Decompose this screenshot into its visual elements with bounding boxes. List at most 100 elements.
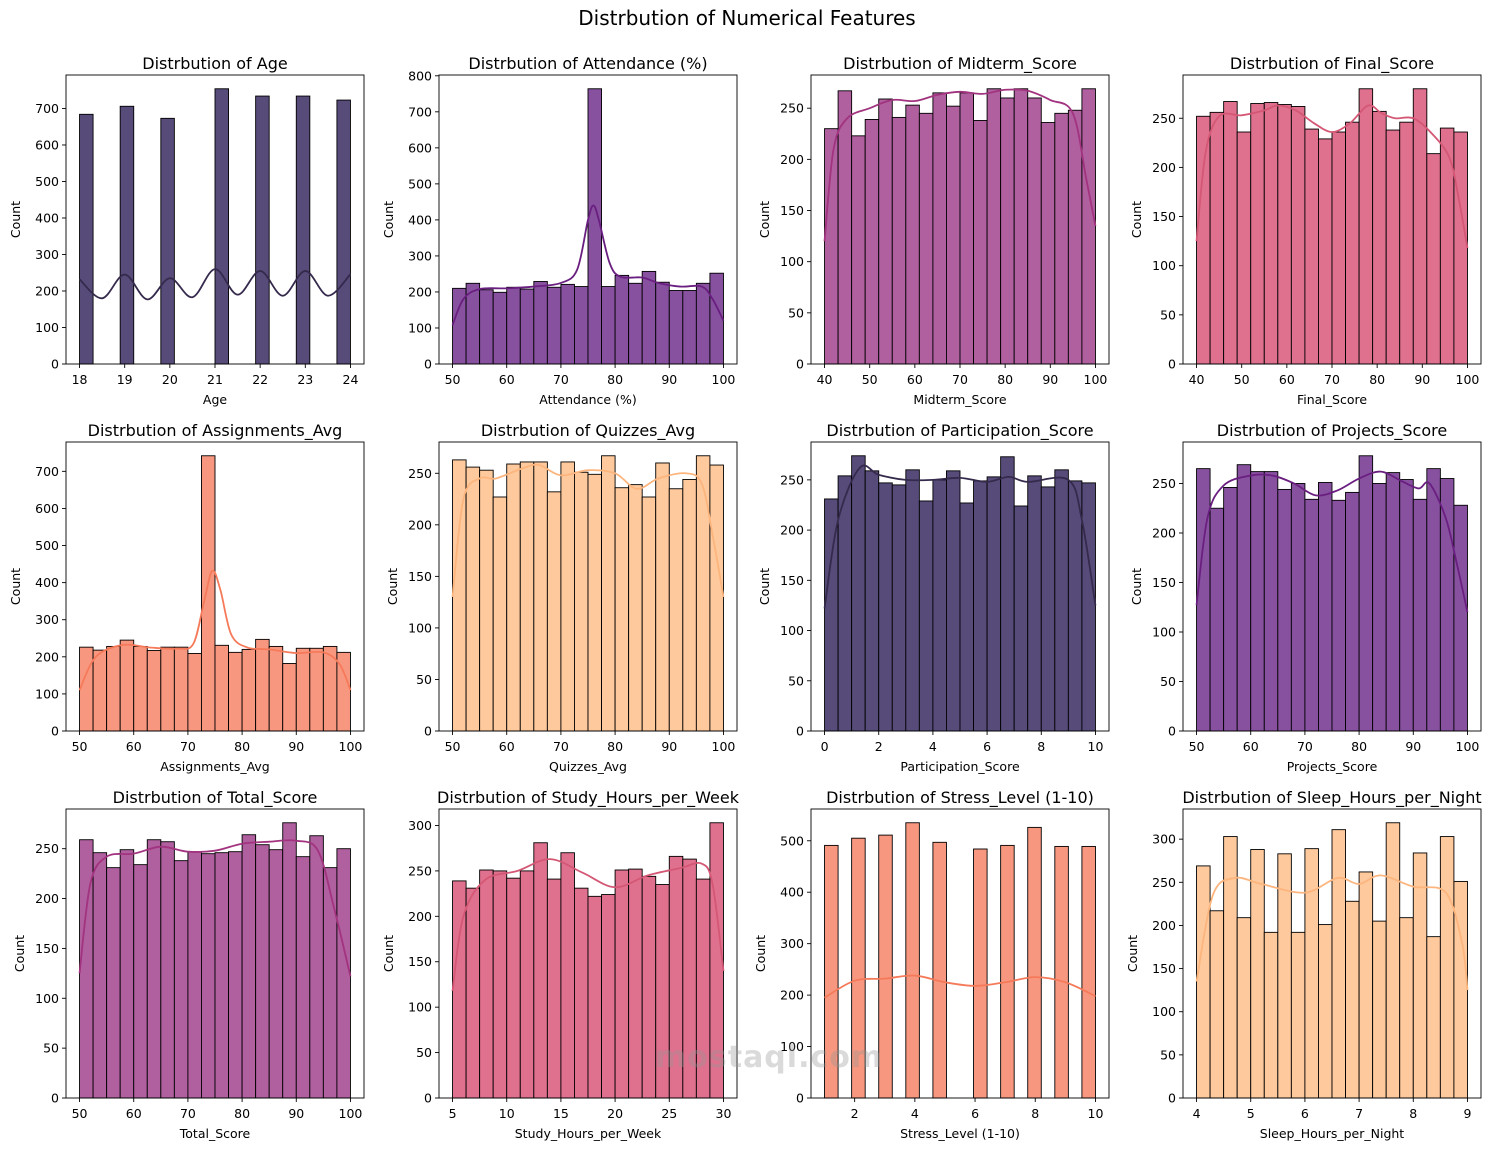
x-axis-label: Quizzes_Avg xyxy=(549,759,627,774)
histogram-bar xyxy=(560,461,575,732)
x-tick-label: 60 xyxy=(126,1106,142,1121)
x-tick-label: 40 xyxy=(817,372,833,387)
histogram-bar xyxy=(519,288,535,365)
histogram-bar xyxy=(160,841,175,1099)
y-tick-label: 600 xyxy=(35,137,59,152)
histogram-bar xyxy=(851,455,866,732)
histogram-bar xyxy=(837,90,853,365)
y-tick-label: 250 xyxy=(780,101,804,116)
histogram-bar xyxy=(1223,486,1238,732)
histogram-bar xyxy=(655,281,670,365)
x-tick-label: 5 xyxy=(449,1106,457,1121)
x-tick-label: 40 xyxy=(1189,372,1205,387)
x-tick-label: 100 xyxy=(1456,739,1480,754)
histogram-bar xyxy=(119,105,135,365)
histogram-bar xyxy=(905,104,920,365)
y-tick-label: 0 xyxy=(424,357,432,372)
histogram-bar xyxy=(546,286,562,365)
y-tick-label: 250 xyxy=(780,472,804,487)
y-axis-label: Count xyxy=(385,568,400,605)
histogram-bar xyxy=(946,470,961,732)
histogram-bar xyxy=(119,639,135,732)
histogram-bar xyxy=(1399,917,1414,1099)
kde-line xyxy=(451,463,725,598)
histogram-bar xyxy=(1318,482,1333,732)
histogram-bar xyxy=(905,822,920,1099)
x-tick-label: 24 xyxy=(343,372,359,387)
histogram-bar xyxy=(932,841,947,1099)
histogram-bar xyxy=(133,864,148,1099)
kde-line xyxy=(823,88,1097,242)
x-axis-label: Stress_Level (1-10) xyxy=(900,1126,1020,1141)
subplot: 5 10 15 20 25 30050100150200250300Distrbution… xyxy=(381,788,740,1141)
x-tick-label: 90 xyxy=(1414,372,1430,387)
y-tick-label: 200 xyxy=(1152,160,1176,175)
histogram-bar xyxy=(546,878,562,1099)
histogram-bar xyxy=(932,92,947,365)
histogram-bar xyxy=(1290,106,1306,365)
subplot: 50 60 70 80 90 100 0 50 100 150 200 250 Distrbution … xyxy=(1129,421,1482,774)
x-tick-label: 80 xyxy=(234,739,250,754)
x-tick-label: 50 xyxy=(862,372,878,387)
histogram-bar xyxy=(1236,131,1252,365)
axes-frame xyxy=(1182,808,1482,1099)
histogram-bar xyxy=(160,117,175,365)
x-tick-label: 6 xyxy=(983,739,991,754)
y-tick-label: 50 xyxy=(43,1041,59,1056)
x-tick-label: 0 xyxy=(821,739,829,754)
histogram-bar xyxy=(601,894,616,1099)
x-tick-label: 60 xyxy=(126,739,142,754)
y-tick-label: 500 xyxy=(35,538,59,553)
x-tick-label: 2 xyxy=(851,1106,859,1121)
histogram-bar xyxy=(1263,102,1279,365)
histogram-bar xyxy=(851,135,866,365)
histogram-bar xyxy=(1196,865,1211,1099)
x-tick-label: 60 xyxy=(499,739,515,754)
y-tick-label: 0 xyxy=(424,724,432,739)
y-tick-label: 150 xyxy=(780,203,804,218)
histogram-bar xyxy=(1331,131,1346,365)
histogram-bar xyxy=(1013,505,1029,732)
histogram-bar xyxy=(1412,88,1428,365)
subplot-title: Distrbution of Age xyxy=(142,54,287,73)
y-axis-label: Count xyxy=(1129,201,1144,238)
histogram-bar xyxy=(1385,129,1401,365)
x-tick-label: 50 xyxy=(445,372,461,387)
x-tick-label: 100 xyxy=(339,739,363,754)
histogram-bar xyxy=(668,488,684,732)
histogram-bar xyxy=(614,487,630,732)
y-tick-label: 400 xyxy=(35,210,59,225)
x-tick-label: 15 xyxy=(553,1106,569,1121)
histogram-bar xyxy=(268,849,284,1099)
histogram-bar xyxy=(322,867,338,1099)
histogram-bar xyxy=(1067,480,1083,732)
y-tick-label: 250 xyxy=(35,841,59,856)
x-tick-label: 90 xyxy=(288,739,304,754)
histogram-bar xyxy=(336,848,351,1099)
x-tick-label: 8 xyxy=(1409,1106,1417,1121)
histogram-bar xyxy=(492,291,508,365)
y-tick-label: 50 xyxy=(416,672,432,687)
x-tick-label: 70 xyxy=(1324,372,1340,387)
histogram-bar xyxy=(1385,822,1401,1099)
x-tick-label: 70 xyxy=(553,739,569,754)
y-tick-label: 300 xyxy=(408,248,432,263)
kde-line xyxy=(451,858,725,991)
y-tick-label: 800 xyxy=(408,68,432,83)
subplot: 18 19 20 21 22 23 24 0 100 200 300 400 500 600 700 Dist… xyxy=(8,54,365,407)
histogram-bar xyxy=(601,286,616,365)
histogram-bar xyxy=(574,887,589,1099)
histogram-bar xyxy=(682,479,697,732)
histogram-bar xyxy=(241,648,257,732)
histogram-bar xyxy=(295,647,311,732)
histogram-bar xyxy=(1372,920,1387,1099)
histogram-bar xyxy=(905,469,920,732)
histogram-bar xyxy=(641,496,657,732)
kde-line xyxy=(78,268,352,301)
x-tick-label: 80 xyxy=(234,1106,250,1121)
kde-line xyxy=(823,464,1097,609)
x-tick-label: 80 xyxy=(1369,372,1385,387)
axes-frame xyxy=(810,441,1110,732)
kde-line xyxy=(824,974,1096,999)
